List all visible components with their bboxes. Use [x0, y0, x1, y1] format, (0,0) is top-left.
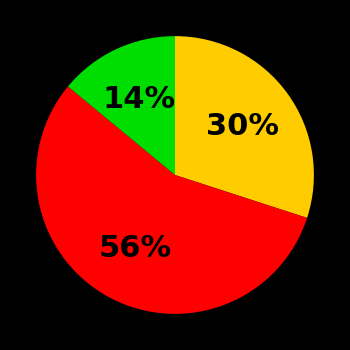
Wedge shape [175, 36, 314, 218]
Text: 30%: 30% [206, 112, 279, 140]
Text: 14%: 14% [103, 85, 176, 114]
Text: 56%: 56% [98, 233, 172, 262]
Wedge shape [36, 86, 307, 314]
Wedge shape [68, 36, 175, 175]
